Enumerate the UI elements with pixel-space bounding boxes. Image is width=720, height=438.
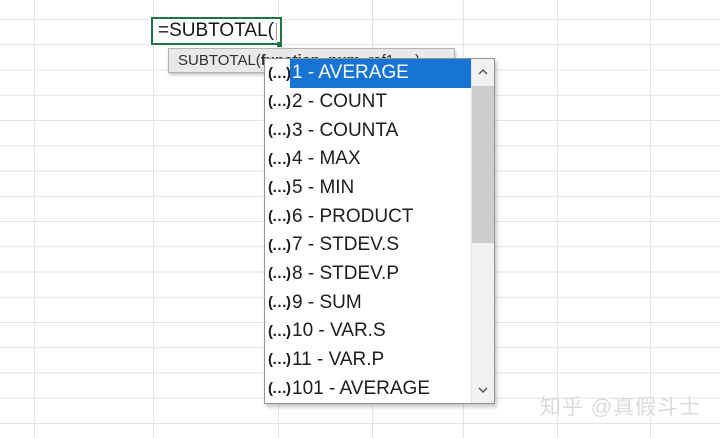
scrollbar-up-button[interactable]	[472, 59, 494, 85]
list-item[interactable]: (…) 1 - AVERAGE	[265, 59, 471, 88]
list-item-label: 4 - MAX	[292, 148, 361, 170]
list-item[interactable]: (…) 2 - COUNT	[265, 87, 471, 117]
gridline-vertical	[650, 0, 651, 438]
enum-value-icon: (…)	[265, 345, 291, 375]
gridline-vertical	[557, 0, 558, 438]
list-item-label: 5 - MIN	[292, 176, 355, 198]
watermark: 知乎 @真假斗士	[540, 396, 702, 419]
enum-value-icon: (…)	[265, 87, 291, 117]
list-item-label: 11 - VAR.P	[292, 348, 385, 370]
gridline-vertical	[153, 0, 154, 438]
dropdown-scrollbar[interactable]	[471, 59, 494, 403]
list-item-label: 7 - STDEV.S	[292, 234, 400, 256]
enum-value-icon: (…)	[265, 374, 291, 403]
list-item-label: 101 - AVERAGE	[292, 377, 430, 399]
active-formula-cell[interactable]: =SUBTOTAL(	[151, 17, 282, 45]
enum-value-icon: (…)	[265, 144, 291, 174]
list-item[interactable]: (…) 3 - COUNTA	[265, 116, 471, 145]
list-item[interactable]: (…) 101 - AVERAGE	[265, 374, 471, 403]
list-item-label: 3 - COUNTA	[292, 119, 399, 141]
list-item[interactable]: (…) 9 - SUM	[265, 288, 471, 317]
enum-value-icon: (…)	[265, 116, 291, 145]
enum-value-icon: (…)	[265, 259, 291, 289]
enum-value-icon: (…)	[265, 202, 291, 231]
list-item-label: 1 - AVERAGE	[290, 59, 471, 88]
list-item[interactable]: (…) 11 - VAR.P	[265, 345, 471, 375]
scrollbar-thumb[interactable]	[472, 86, 494, 243]
enum-value-icon: (…)	[265, 316, 291, 346]
text-cursor	[275, 22, 277, 40]
list-item[interactable]: (…) 5 - MIN	[265, 173, 471, 203]
list-item[interactable]: (…) 8 - STDEV.P	[265, 259, 471, 289]
list-item-label: 10 - VAR.S	[292, 320, 386, 342]
list-item-label: 9 - SUM	[292, 291, 362, 313]
enum-value-icon: (…)	[265, 173, 291, 203]
list-item[interactable]: (…) 4 - MAX	[265, 144, 471, 174]
formula-text: =SUBTOTAL(	[158, 20, 274, 41]
chevron-down-icon	[478, 387, 488, 393]
enum-value-icon: (…)	[265, 288, 291, 317]
list-item[interactable]: (…) 6 - PRODUCT	[265, 202, 471, 231]
scrollbar-down-button[interactable]	[472, 377, 494, 403]
tooltip-prefix: SUBTOTAL(	[178, 52, 261, 69]
chevron-up-icon	[478, 69, 488, 75]
list-item[interactable]: (…) 10 - VAR.S	[265, 316, 471, 346]
enum-value-icon: (…)	[265, 230, 291, 260]
list-item-label: 2 - COUNT	[292, 90, 387, 112]
dropdown-list: (…) 1 - AVERAGE (…) 2 - COUNT (…) 3 - CO…	[265, 59, 471, 403]
list-item-label: 6 - PRODUCT	[292, 205, 414, 227]
function-num-dropdown: (…) 1 - AVERAGE (…) 2 - COUNT (…) 3 - CO…	[264, 58, 495, 404]
cell-fill-handle[interactable]	[277, 42, 282, 47]
enum-value-icon: (…)	[265, 59, 291, 88]
list-item[interactable]: (…) 7 - STDEV.S	[265, 230, 471, 260]
gridline-vertical	[34, 0, 35, 438]
list-item-label: 8 - STDEV.P	[292, 262, 400, 284]
